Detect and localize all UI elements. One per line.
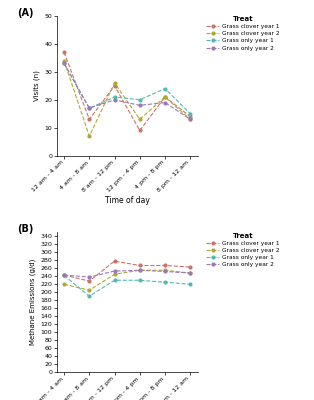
Grass clover year 1 — [113, 259, 116, 264]
Grass clover year 2 — [62, 58, 66, 63]
Grass only year 1 — [163, 86, 167, 91]
Grass clover year 2 — [163, 94, 167, 99]
Grass clover year 2 — [188, 117, 192, 122]
Grass clover year 2 — [87, 288, 91, 293]
Grass only year 1 — [138, 278, 142, 283]
Grass only year 2 — [138, 268, 142, 273]
Y-axis label: Methane Emissions (g/d): Methane Emissions (g/d) — [30, 259, 36, 345]
Legend: Grass clover year 1, Grass clover year 2, Grass only year 1, Grass only year 2: Grass clover year 1, Grass clover year 2… — [206, 16, 279, 51]
Grass only year 1 — [62, 273, 66, 278]
X-axis label: Time of day: Time of day — [105, 196, 149, 205]
Line: Grass only year 1: Grass only year 1 — [63, 62, 192, 115]
Grass only year 1 — [113, 278, 116, 283]
Grass only year 1 — [188, 111, 192, 116]
Grass only year 1 — [87, 294, 91, 299]
Grass clover year 2 — [188, 271, 192, 276]
Grass clover year 1 — [62, 273, 66, 278]
Line: Grass only year 2: Grass only year 2 — [63, 269, 192, 278]
Grass clover year 2 — [138, 117, 142, 122]
Line: Grass clover year 1: Grass clover year 1 — [63, 260, 192, 282]
Grass only year 2 — [163, 269, 167, 274]
Grass only year 2 — [113, 97, 116, 102]
Grass only year 2 — [188, 271, 192, 276]
Line: Grass only year 1: Grass only year 1 — [63, 274, 192, 298]
Grass clover year 2 — [138, 268, 142, 273]
Grass clover year 1 — [87, 117, 91, 122]
Grass only year 2 — [87, 106, 91, 110]
Grass only year 2 — [113, 269, 116, 274]
Line: Grass clover year 2: Grass clover year 2 — [63, 59, 192, 138]
Grass clover year 2 — [87, 134, 91, 138]
Grass only year 2 — [62, 273, 66, 278]
Grass only year 1 — [188, 282, 192, 287]
Grass only year 2 — [138, 103, 142, 108]
Grass only year 1 — [62, 61, 66, 66]
Grass only year 1 — [138, 97, 142, 102]
Grass clover year 1 — [138, 128, 142, 133]
Grass clover year 2 — [163, 268, 167, 273]
Grass only year 2 — [87, 275, 91, 280]
Grass clover year 1 — [188, 265, 192, 270]
Grass only year 2 — [62, 61, 66, 66]
Grass only year 2 — [188, 117, 192, 122]
Grass clover year 1 — [62, 50, 66, 55]
Grass clover year 2 — [62, 282, 66, 287]
Grass clover year 1 — [87, 279, 91, 284]
Text: (B): (B) — [17, 224, 33, 234]
Grass clover year 1 — [188, 114, 192, 119]
Legend: Grass clover year 1, Grass clover year 2, Grass only year 1, Grass only year 2: Grass clover year 1, Grass clover year 2… — [206, 232, 279, 267]
Grass only year 1 — [87, 106, 91, 110]
Line: Grass clover year 2: Grass clover year 2 — [63, 269, 192, 292]
Grass clover year 1 — [163, 94, 167, 99]
Grass clover year 1 — [163, 263, 167, 268]
Line: Grass clover year 1: Grass clover year 1 — [63, 51, 192, 132]
Grass clover year 2 — [113, 81, 116, 86]
Line: Grass only year 2: Grass only year 2 — [63, 62, 192, 121]
Grass only year 1 — [113, 94, 116, 99]
Text: (A): (A) — [17, 8, 34, 18]
Grass only year 1 — [163, 280, 167, 285]
Grass only year 2 — [163, 100, 167, 105]
Grass clover year 1 — [113, 84, 116, 88]
Grass clover year 2 — [113, 272, 116, 277]
Grass clover year 1 — [138, 263, 142, 268]
Y-axis label: Visits (n): Visits (n) — [34, 70, 40, 101]
